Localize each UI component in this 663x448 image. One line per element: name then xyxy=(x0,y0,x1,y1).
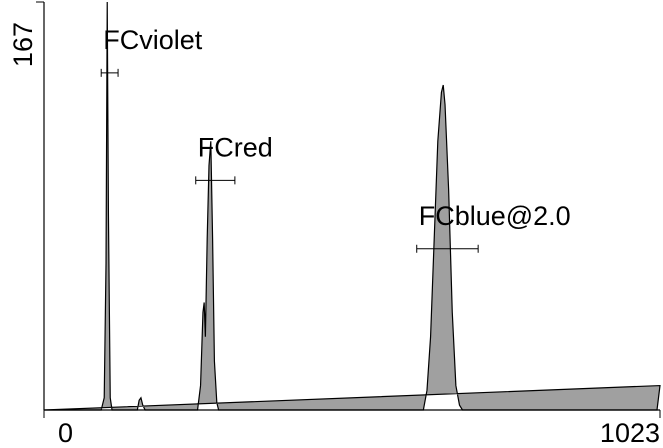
gate-label: FCviolet xyxy=(103,25,203,55)
y-tick-label: 167 xyxy=(8,22,38,67)
gate-label: FCblue@2.0 xyxy=(419,201,571,231)
histogram xyxy=(43,1,661,411)
x-tick-label: 1023 xyxy=(600,418,660,448)
gate-label: FCred xyxy=(198,132,273,162)
x-tick-label: 0 xyxy=(58,418,73,448)
